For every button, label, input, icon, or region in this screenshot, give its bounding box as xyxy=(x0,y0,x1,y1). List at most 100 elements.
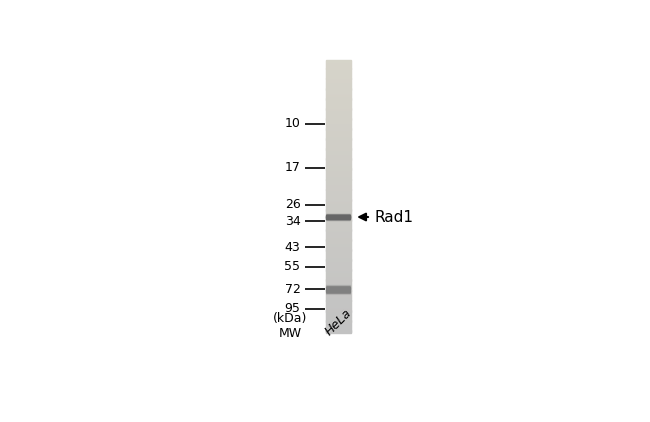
Bar xyxy=(326,147,351,148)
Bar xyxy=(326,81,351,82)
Bar xyxy=(326,139,351,141)
Bar xyxy=(326,185,351,186)
Bar xyxy=(326,141,351,142)
Bar xyxy=(326,220,351,222)
Bar xyxy=(326,319,351,321)
Bar xyxy=(326,260,351,262)
Text: 95: 95 xyxy=(285,303,300,316)
Bar xyxy=(326,92,351,93)
Bar xyxy=(326,165,351,166)
Bar xyxy=(326,119,351,120)
Bar xyxy=(326,246,351,247)
Bar xyxy=(326,292,351,293)
Bar xyxy=(326,178,351,179)
Bar xyxy=(326,98,351,100)
Bar xyxy=(326,210,351,211)
Bar xyxy=(326,100,351,101)
Bar xyxy=(326,319,351,320)
Bar xyxy=(326,107,351,108)
Bar xyxy=(326,201,351,202)
Bar xyxy=(326,187,351,188)
Bar xyxy=(326,203,351,204)
Bar xyxy=(326,265,351,266)
Bar xyxy=(326,121,351,122)
Bar xyxy=(326,295,351,296)
Bar xyxy=(326,251,351,252)
Bar xyxy=(326,307,351,308)
Bar xyxy=(326,242,351,243)
Bar xyxy=(326,280,351,281)
Bar xyxy=(326,205,351,206)
Bar xyxy=(326,229,351,230)
Bar xyxy=(326,125,351,126)
Bar xyxy=(326,231,351,233)
Bar xyxy=(326,323,351,324)
Bar xyxy=(326,258,351,259)
Bar xyxy=(326,267,351,268)
Bar xyxy=(326,298,351,299)
Bar xyxy=(326,321,351,322)
Bar xyxy=(326,184,351,185)
Bar xyxy=(326,150,351,151)
Bar xyxy=(326,91,351,92)
Bar xyxy=(326,124,351,125)
Bar xyxy=(326,85,351,86)
Bar xyxy=(326,157,351,159)
Bar xyxy=(326,202,351,203)
Bar xyxy=(326,327,351,328)
Bar xyxy=(326,243,351,244)
Bar xyxy=(326,196,351,197)
Bar xyxy=(326,268,351,269)
Bar xyxy=(326,189,351,190)
Bar xyxy=(326,77,351,78)
Bar xyxy=(326,155,351,156)
Bar xyxy=(326,116,351,117)
Text: Rad1: Rad1 xyxy=(374,209,413,225)
Bar xyxy=(326,308,351,310)
Bar xyxy=(326,169,351,170)
Bar xyxy=(326,157,351,158)
Bar xyxy=(326,209,351,211)
Bar xyxy=(326,84,351,85)
Bar xyxy=(326,309,351,311)
Bar xyxy=(326,285,351,286)
Bar xyxy=(326,331,351,333)
Bar xyxy=(326,115,351,116)
Bar xyxy=(326,144,351,145)
Bar xyxy=(326,224,351,225)
Bar xyxy=(326,262,351,263)
Bar xyxy=(326,317,351,318)
Bar xyxy=(326,213,351,214)
Bar xyxy=(326,192,351,193)
Bar xyxy=(326,217,351,218)
Bar xyxy=(326,208,351,210)
Bar xyxy=(326,110,351,111)
Bar xyxy=(326,223,351,224)
Bar xyxy=(326,318,351,319)
Bar xyxy=(326,330,351,332)
Text: 26: 26 xyxy=(285,198,300,211)
Bar xyxy=(326,308,351,309)
Bar xyxy=(326,194,351,195)
Bar xyxy=(326,232,351,233)
Bar xyxy=(326,104,351,105)
Bar xyxy=(326,101,351,102)
Bar xyxy=(326,230,351,231)
Bar xyxy=(326,277,351,278)
Bar xyxy=(326,172,351,173)
Bar xyxy=(326,296,351,297)
Bar xyxy=(326,302,351,303)
Bar xyxy=(326,69,351,70)
Bar xyxy=(326,120,351,122)
Bar xyxy=(326,293,351,294)
Bar xyxy=(326,239,351,241)
Bar xyxy=(326,70,351,71)
Bar xyxy=(326,272,351,273)
Bar xyxy=(326,227,351,228)
Bar xyxy=(326,173,351,174)
Bar xyxy=(326,134,351,135)
Bar xyxy=(326,166,351,167)
Bar xyxy=(326,288,351,289)
Bar xyxy=(326,197,351,198)
Bar xyxy=(326,74,351,75)
